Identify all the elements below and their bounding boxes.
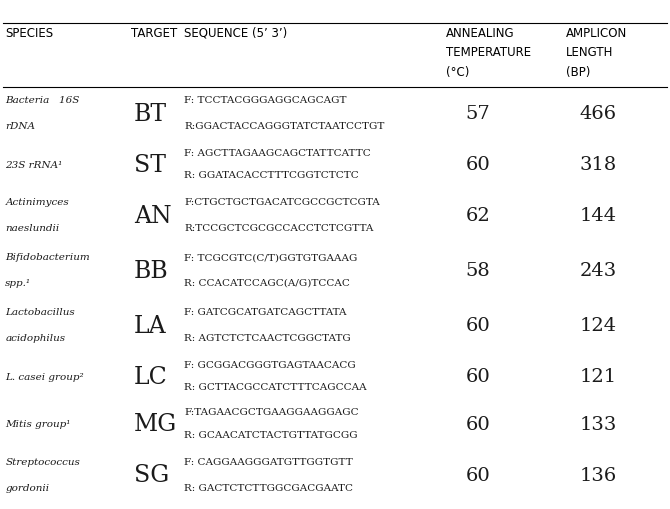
Text: AMPLICON: AMPLICON: [566, 27, 627, 40]
Text: F: CAGGAAGGGATGTTGGTGTT: F: CAGGAAGGGATGTTGGTGTT: [184, 458, 353, 467]
Text: R: AGTCTCTCAACTCGGCTATG: R: AGTCTCTCAACTCGGCTATG: [184, 334, 351, 343]
Text: R: CCACATCCAGC(A/G)TCCAC: R: CCACATCCAGC(A/G)TCCAC: [184, 279, 350, 288]
Text: Lactobacillus: Lactobacillus: [5, 308, 75, 317]
Text: R: GACTCTCTTGGCGACGAATC: R: GACTCTCTTGGCGACGAATC: [184, 484, 353, 493]
Text: BT: BT: [134, 102, 167, 126]
Text: acidophilus: acidophilus: [5, 334, 66, 343]
Text: Actinimyces: Actinimyces: [5, 198, 69, 207]
Text: ST: ST: [134, 154, 166, 177]
Text: 124: 124: [580, 317, 616, 335]
Text: F:TAGAACGCTGAAGGAAGGAGC: F:TAGAACGCTGAAGGAAGGAGC: [184, 408, 359, 417]
Text: Bifidobacterium: Bifidobacterium: [5, 253, 90, 262]
Text: LENGTH: LENGTH: [566, 46, 614, 60]
Text: 466: 466: [580, 105, 616, 123]
Text: Streptococcus: Streptococcus: [5, 458, 80, 467]
Text: F: GCGGACGGGTGAGTAACACG: F: GCGGACGGGTGAGTAACACG: [184, 361, 356, 370]
Text: F: TCCTACGGGAGGCAGCAGT: F: TCCTACGGGAGGCAGCAGT: [184, 96, 347, 105]
Text: LC: LC: [134, 366, 168, 389]
Text: 58: 58: [466, 262, 490, 280]
Text: 133: 133: [580, 416, 617, 434]
Text: TARGET: TARGET: [131, 27, 177, 40]
Text: 136: 136: [580, 467, 617, 485]
Text: TEMPERATURE: TEMPERATURE: [446, 46, 531, 60]
Text: LA: LA: [134, 315, 167, 338]
Text: (BP): (BP): [566, 66, 590, 79]
Text: ANNEALING: ANNEALING: [446, 27, 514, 40]
Text: 60: 60: [466, 416, 490, 434]
Text: 57: 57: [466, 105, 490, 123]
Text: 243: 243: [580, 262, 617, 280]
Text: F: AGCTTAGAAGCAGCTATTCATTC: F: AGCTTAGAAGCAGCTATTCATTC: [184, 149, 371, 158]
Text: naeslundii: naeslundii: [5, 224, 60, 233]
Text: L. casei group²: L. casei group²: [5, 373, 84, 382]
Text: 23S rRNA¹: 23S rRNA¹: [5, 161, 62, 169]
Text: 62: 62: [466, 207, 490, 225]
Text: gordonii: gordonii: [5, 484, 50, 493]
Text: 318: 318: [580, 156, 617, 174]
Text: MG: MG: [134, 413, 178, 436]
Text: 144: 144: [580, 207, 616, 225]
Text: 60: 60: [466, 317, 490, 335]
Text: 60: 60: [466, 467, 490, 485]
Text: R:TCCGCTCGCGCCACCTCTCGTTA: R:TCCGCTCGCGCCACCTCTCGTTA: [184, 224, 374, 233]
Text: spp.¹: spp.¹: [5, 279, 31, 288]
Text: Bacteria   16S: Bacteria 16S: [5, 96, 80, 105]
Text: R: GGATACACCTTTCGGTCTCTC: R: GGATACACCTTTCGGTCTCTC: [184, 171, 359, 180]
Text: SPECIES: SPECIES: [5, 27, 54, 40]
Text: SG: SG: [134, 464, 170, 488]
Text: R:GGACTACCAGGGTATCTAATCCTGT: R:GGACTACCAGGGTATCTAATCCTGT: [184, 122, 385, 131]
Text: rDNA: rDNA: [5, 122, 36, 131]
Text: 60: 60: [466, 369, 490, 386]
Text: BB: BB: [134, 260, 169, 283]
Text: F: GATCGCATGATCAGCTTATA: F: GATCGCATGATCAGCTTATA: [184, 308, 347, 317]
Text: R: GCTTACGCCATCTTTCAGCCAA: R: GCTTACGCCATCTTTCAGCCAA: [184, 383, 367, 392]
Text: 121: 121: [580, 369, 616, 386]
Text: (°C): (°C): [446, 66, 469, 79]
Text: AN: AN: [134, 205, 172, 228]
Text: Mitis group¹: Mitis group¹: [5, 420, 71, 429]
Text: F: TCGCGTC(C/T)GGTGTGAAAG: F: TCGCGTC(C/T)GGTGTGAAAG: [184, 253, 358, 262]
Text: 60: 60: [466, 156, 490, 174]
Text: SEQUENCE (5’ 3’): SEQUENCE (5’ 3’): [184, 27, 287, 40]
Text: F:CTGCTGCTGACATCGCCGCTCGTA: F:CTGCTGCTGACATCGCCGCTCGTA: [184, 198, 380, 207]
Text: R: GCAACATCTACTGTTATGCGG: R: GCAACATCTACTGTTATGCGG: [184, 431, 358, 440]
